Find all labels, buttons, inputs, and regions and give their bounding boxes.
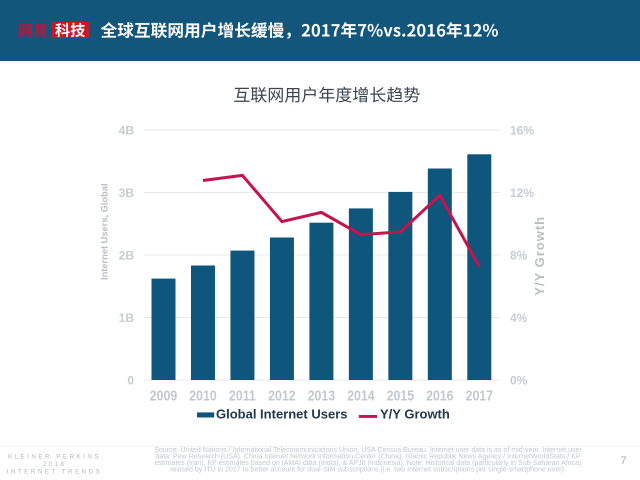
svg-text:2015: 2015: [387, 388, 415, 404]
svg-text:2011: 2011: [229, 388, 256, 404]
svg-text:2016: 2016: [426, 388, 453, 404]
svg-text:2010: 2010: [189, 388, 216, 404]
svg-text:estimates (Iran), KP estimates: estimates (Iran), KP estimates based on …: [155, 460, 582, 467]
svg-text:2014: 2014: [347, 388, 375, 404]
svg-text:0%: 0%: [510, 373, 528, 387]
svg-text:revised by ITU in 2017 to bett: revised by ITU in 2017 to better account…: [170, 466, 566, 473]
svg-text:4%: 4%: [510, 311, 528, 325]
svg-text:INTERNET TRENDS: INTERNET TRENDS: [7, 469, 103, 476]
svg-text:4B: 4B: [119, 123, 135, 137]
svg-text:0: 0: [127, 373, 134, 387]
svg-text:Y/Y Growth: Y/Y Growth: [380, 407, 450, 422]
svg-text:Global Internet Users: Global Internet Users: [216, 407, 347, 422]
svg-text:Y/Y Growth: Y/Y Growth: [532, 216, 547, 296]
svg-text:KLEINER PERKINS: KLEINER PERKINS: [8, 454, 101, 461]
svg-text:3B: 3B: [119, 186, 135, 200]
svg-text:7: 7: [620, 455, 626, 467]
svg-text:Internet Users, Global: Internet Users, Global: [100, 183, 110, 280]
svg-text:2018: 2018: [43, 461, 67, 468]
svg-text:2012: 2012: [268, 388, 295, 404]
svg-text:2009: 2009: [150, 388, 177, 404]
svg-text:8%: 8%: [510, 248, 528, 262]
svg-text:Source: United Nations / Inter: Source: United Nations / International T…: [154, 447, 582, 454]
svg-text:2B: 2B: [119, 248, 135, 262]
svg-text:12%: 12%: [510, 186, 534, 200]
svg-text:2017: 2017: [466, 388, 493, 404]
svg-text:16%: 16%: [510, 123, 534, 137]
svg-text:data: Pew Research (USA), Chin: data: Pew Research (USA), China Internet…: [155, 453, 581, 460]
svg-text:2013: 2013: [308, 388, 335, 404]
svg-text:1B: 1B: [119, 311, 135, 325]
